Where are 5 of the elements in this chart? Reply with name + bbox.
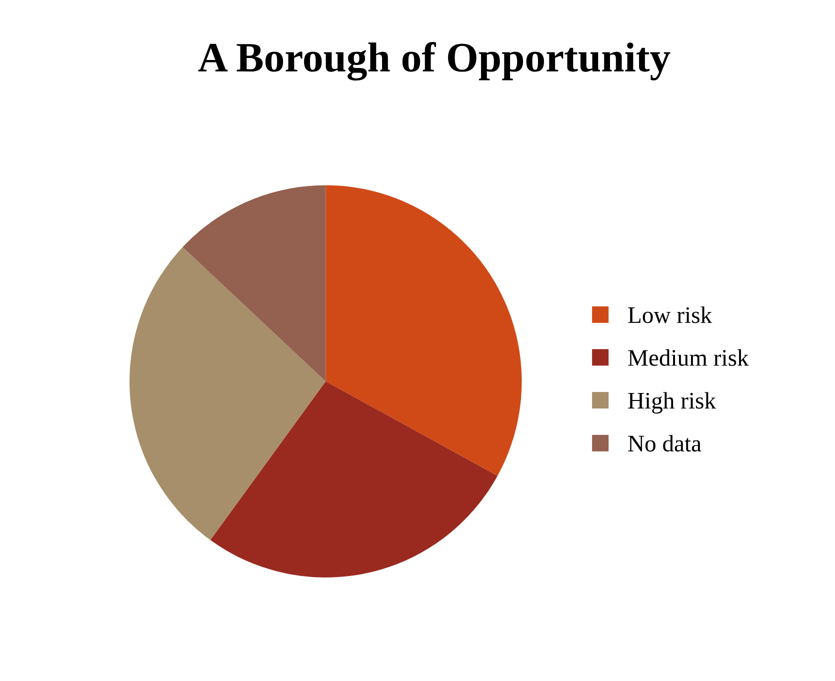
legend-label: No data — [628, 434, 702, 452]
legend-label: Medium risk — [628, 349, 749, 366]
legend-label: Low risk — [628, 306, 712, 324]
chart-title: A Borough of Opportunity — [198, 42, 670, 81]
legend-label: High risk — [628, 392, 716, 414]
